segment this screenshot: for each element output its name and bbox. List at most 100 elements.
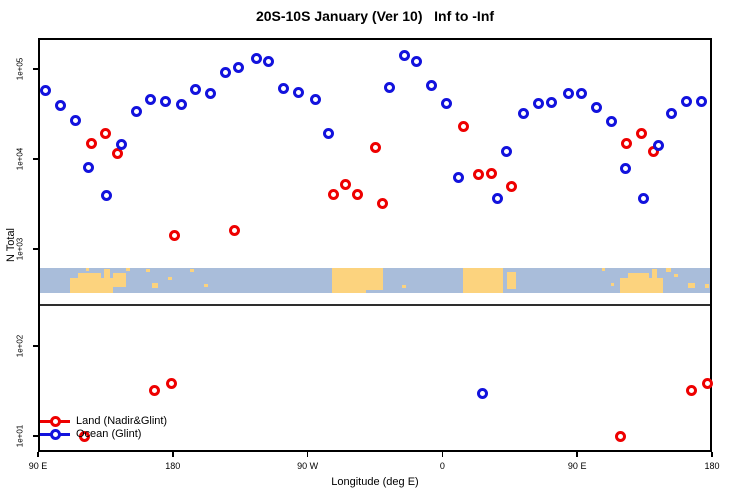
y-tick-mark	[33, 345, 38, 347]
scatter-point-ocean	[83, 161, 95, 173]
map-land-patch	[86, 268, 89, 271]
y-tick-label: 1e+02	[15, 334, 25, 358]
scatter-point-land	[636, 128, 648, 140]
y-tick-mark	[33, 435, 38, 437]
x-tick-mark	[441, 452, 444, 457]
map-land-patch	[402, 285, 406, 288]
x-axis-title: Longitude (deg E)	[331, 476, 419, 488]
map-land-patch	[507, 272, 516, 289]
y-tick-label: 1e+03	[15, 237, 25, 261]
map-land-patch	[628, 273, 649, 278]
map-land-patch	[104, 269, 110, 278]
scatter-point-ocean	[39, 84, 51, 96]
scatter-point-ocean	[293, 86, 305, 98]
scatter-point-ocean	[116, 138, 128, 150]
scatter-point-land	[472, 168, 484, 180]
x-tick-label: 180	[165, 461, 181, 471]
scatter-point-ocean	[309, 93, 321, 105]
map-strip	[40, 268, 710, 293]
map-land-patch	[666, 268, 671, 272]
y-tick-label: 1e+01	[15, 424, 25, 448]
scatter-point-land	[376, 198, 388, 210]
x-tick-mark	[711, 452, 713, 457]
scatter-point-land	[339, 179, 351, 191]
map-land-patch	[652, 269, 657, 278]
scatter-point-ocean	[384, 81, 396, 93]
scatter-point-ocean	[251, 53, 263, 65]
panel-divider-line	[40, 304, 710, 306]
map-land-patch	[611, 283, 614, 286]
scatter-point-land	[486, 168, 498, 179]
x-tick-mark	[306, 452, 309, 457]
scatter-point-land	[702, 378, 713, 390]
scatter-point-ocean	[278, 83, 290, 95]
scatter-point-land	[457, 120, 469, 132]
scatter-point-ocean	[144, 93, 156, 105]
scatter-point-ocean	[159, 95, 171, 107]
scatter-point-ocean	[233, 61, 245, 73]
scatter-point-ocean	[576, 87, 588, 99]
scatter-point-land	[685, 385, 697, 397]
scatter-point-ocean	[399, 50, 411, 62]
scatter-point-ocean	[131, 105, 143, 117]
chart-title: 20S-10S January (Ver 10) Inf to -Inf	[255, 8, 495, 24]
scatter-point-land	[149, 385, 161, 397]
map-land-patch	[78, 273, 101, 278]
map-land-patch	[688, 283, 695, 288]
scatter-point-ocean	[263, 56, 275, 68]
map-land-patch	[70, 278, 113, 293]
scatter-point-land	[228, 225, 240, 237]
scatter-point-land	[621, 137, 633, 149]
scatter-point-ocean	[176, 99, 188, 111]
map-land-patch	[332, 290, 366, 293]
scatter-point-ocean	[426, 79, 438, 91]
scatter-point-ocean	[562, 87, 574, 99]
scatter-point-land	[351, 189, 363, 201]
y-tick-mark	[33, 248, 38, 250]
scatter-point-ocean	[666, 108, 678, 120]
legend-marker-land-icon	[50, 416, 61, 427]
scatter-point-ocean	[652, 140, 664, 152]
scatter-point-ocean	[69, 114, 81, 126]
map-land-patch	[152, 283, 158, 288]
y-tick-label: 1e+04	[15, 147, 25, 171]
scatter-point-ocean	[517, 108, 529, 120]
y-tick-mark	[33, 68, 38, 70]
map-land-patch	[602, 268, 605, 271]
scatter-point-ocean	[591, 102, 603, 114]
x-tick-label: 90 W	[297, 461, 319, 471]
map-land-patch	[146, 269, 150, 272]
scatter-point-ocean	[606, 116, 618, 128]
map-land-patch	[204, 284, 208, 287]
map-land-patch	[113, 273, 126, 287]
scatter-point-land	[165, 378, 177, 390]
scatter-point-ocean	[54, 100, 66, 112]
x-tick-label: 0	[439, 461, 445, 471]
legend-marker-ocean-icon	[50, 429, 61, 440]
scatter-point-ocean	[492, 193, 504, 205]
map-land-patch	[674, 274, 678, 277]
scatter-point-ocean	[477, 387, 489, 399]
scatter-point-land	[168, 230, 180, 242]
scatter-point-land	[615, 430, 627, 442]
scatter-point-ocean	[219, 67, 231, 79]
scatter-point-ocean	[323, 128, 335, 140]
y-tick-label: 1e+05	[15, 57, 25, 81]
scatter-point-ocean	[189, 84, 201, 96]
legend-label-ocean: Ocean (Glint)	[76, 428, 142, 440]
map-land-patch	[126, 268, 130, 271]
legend-label-land: Land (Nadir&Glint)	[76, 415, 168, 427]
scatter-point-land	[78, 430, 90, 442]
map-land-patch	[168, 277, 172, 280]
map-land-patch	[620, 278, 663, 293]
x-tick-mark	[172, 452, 174, 457]
scatter-point-ocean	[204, 87, 216, 99]
map-land-patch	[190, 269, 194, 272]
scatter-point-ocean	[411, 56, 423, 68]
scatter-point-ocean	[501, 146, 513, 158]
scatter-point-ocean	[453, 171, 465, 183]
scatter-point-ocean	[696, 95, 707, 107]
scatter-point-land	[505, 181, 517, 193]
scatter-point-ocean	[637, 193, 649, 205]
